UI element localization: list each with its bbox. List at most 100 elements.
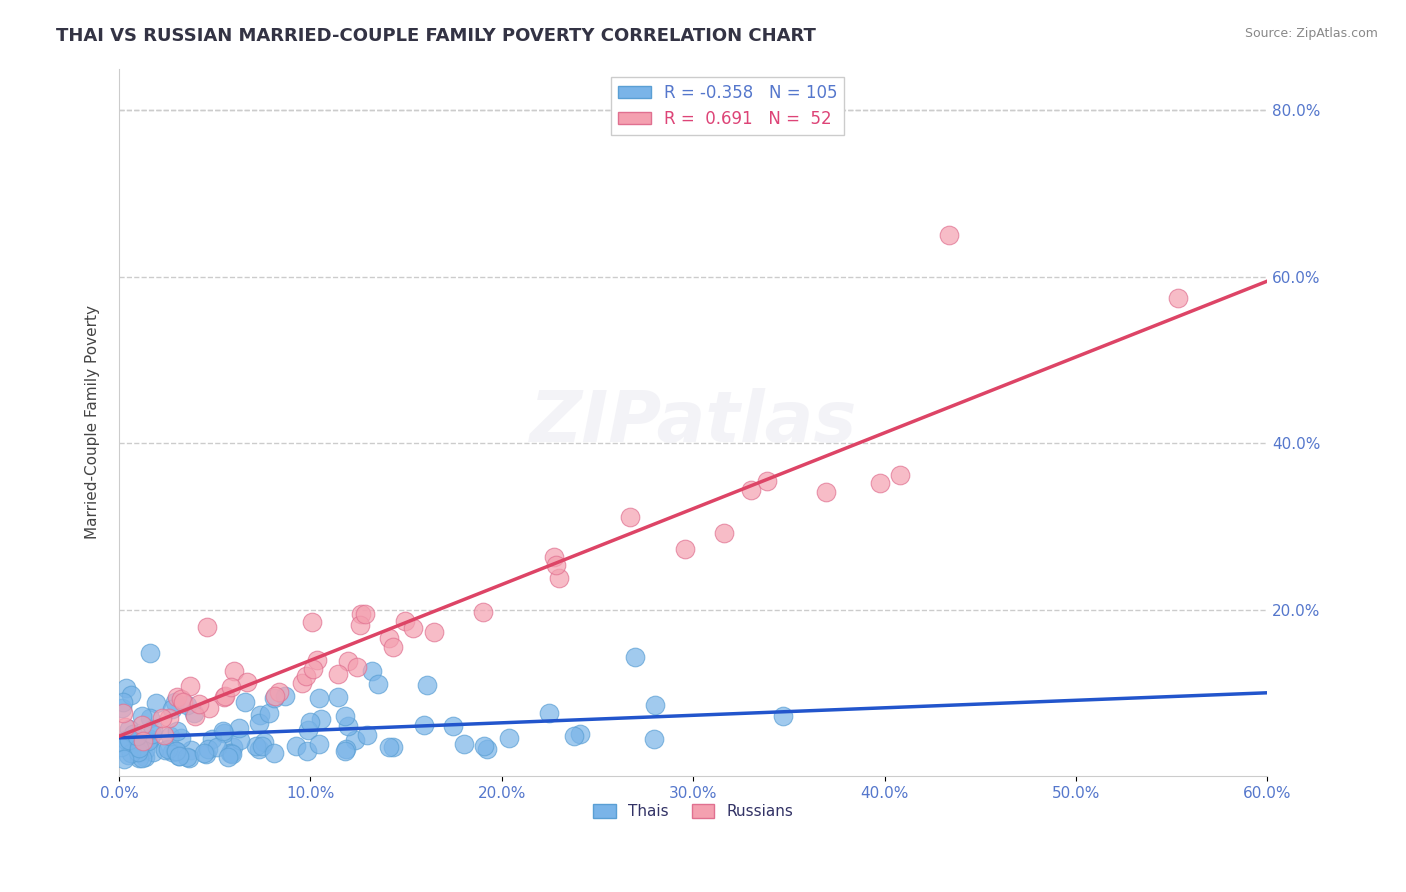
Thais: [180, 743, 202, 757]
Russians: [394, 614, 416, 628]
Thais: [165, 744, 187, 758]
Thais: [169, 748, 191, 763]
Text: ZIPatlas: ZIPatlas: [530, 388, 856, 457]
Russians: [222, 665, 245, 679]
Russians: [713, 525, 735, 540]
Thais: [308, 737, 330, 751]
Russians: [814, 485, 837, 500]
Thais: [160, 702, 183, 716]
Thais: [124, 735, 146, 749]
Russians: [131, 718, 153, 732]
Legend: Thais, Russians: Thais, Russians: [586, 797, 800, 825]
Thais: [139, 710, 162, 724]
Thais: [183, 706, 205, 720]
Thais: [252, 739, 274, 753]
Thais: [562, 730, 585, 744]
Thais: [284, 739, 307, 753]
Thais: [441, 719, 464, 733]
Thais: [643, 731, 665, 746]
Russians: [219, 680, 242, 694]
Thais: [221, 747, 243, 762]
Russians: [471, 605, 494, 619]
Thais: [644, 698, 666, 712]
Thais: [212, 724, 235, 739]
Y-axis label: Married-Couple Family Poverty: Married-Couple Family Poverty: [86, 305, 100, 540]
Thais: [160, 745, 183, 759]
Thais: [134, 743, 156, 757]
Text: THAI VS RUSSIAN MARRIED-COUPLE FAMILY POVERTY CORRELATION CHART: THAI VS RUSSIAN MARRIED-COUPLE FAMILY PO…: [56, 27, 815, 45]
Thais: [229, 732, 252, 747]
Thais: [153, 743, 176, 757]
Thais: [118, 733, 141, 747]
Thais: [159, 729, 181, 743]
Thais: [176, 749, 198, 764]
Thais: [295, 744, 318, 758]
Thais: [218, 747, 240, 761]
Russians: [328, 666, 350, 681]
Russians: [305, 653, 328, 667]
Thais: [274, 689, 297, 703]
Russians: [673, 542, 696, 557]
Thais: [120, 746, 142, 760]
Russians: [346, 660, 368, 674]
Russians: [402, 622, 425, 636]
Russians: [755, 474, 778, 488]
Thais: [326, 690, 349, 704]
Russians: [184, 709, 207, 723]
Thais: [381, 740, 404, 755]
Thais: [111, 701, 134, 715]
Thais: [412, 717, 434, 731]
Russians: [214, 689, 236, 703]
Russians: [214, 690, 236, 704]
Thais: [145, 696, 167, 710]
Thais: [193, 746, 215, 760]
Thais: [475, 741, 498, 756]
Thais: [128, 751, 150, 765]
Russians: [291, 676, 314, 690]
Thais: [335, 742, 357, 756]
Russians: [170, 692, 193, 706]
Russians: [157, 711, 180, 725]
Thais: [201, 732, 224, 747]
Thais: [247, 742, 270, 756]
Thais: [537, 706, 560, 720]
Thais: [356, 728, 378, 742]
Thais: [110, 740, 132, 755]
Thais: [134, 749, 156, 764]
Russians: [111, 706, 134, 721]
Russians: [378, 631, 401, 645]
Thais: [139, 646, 162, 660]
Thais: [166, 723, 188, 738]
Thais: [221, 746, 243, 760]
Russians: [114, 720, 136, 734]
Thais: [120, 688, 142, 702]
Russians: [337, 654, 360, 668]
Thais: [141, 726, 163, 740]
Russians: [301, 615, 323, 630]
Russians: [172, 696, 194, 710]
Thais: [115, 681, 138, 695]
Thais: [378, 740, 401, 755]
Thais: [217, 749, 239, 764]
Thais: [247, 716, 270, 731]
Thais: [333, 744, 356, 758]
Russians: [263, 689, 285, 703]
Thais: [111, 695, 134, 709]
Russians: [381, 640, 404, 655]
Russians: [546, 558, 568, 573]
Thais: [263, 746, 285, 760]
Thais: [498, 731, 520, 745]
Russians: [869, 475, 891, 490]
Thais: [118, 722, 141, 736]
Thais: [245, 739, 267, 753]
Thais: [336, 719, 359, 733]
Russians: [740, 483, 762, 497]
Thais: [197, 742, 219, 756]
Thais: [194, 747, 217, 762]
Thais: [309, 712, 332, 726]
Russians: [423, 625, 446, 640]
Russians: [543, 550, 565, 565]
Thais: [222, 739, 245, 754]
Thais: [142, 745, 165, 759]
Thais: [165, 744, 187, 758]
